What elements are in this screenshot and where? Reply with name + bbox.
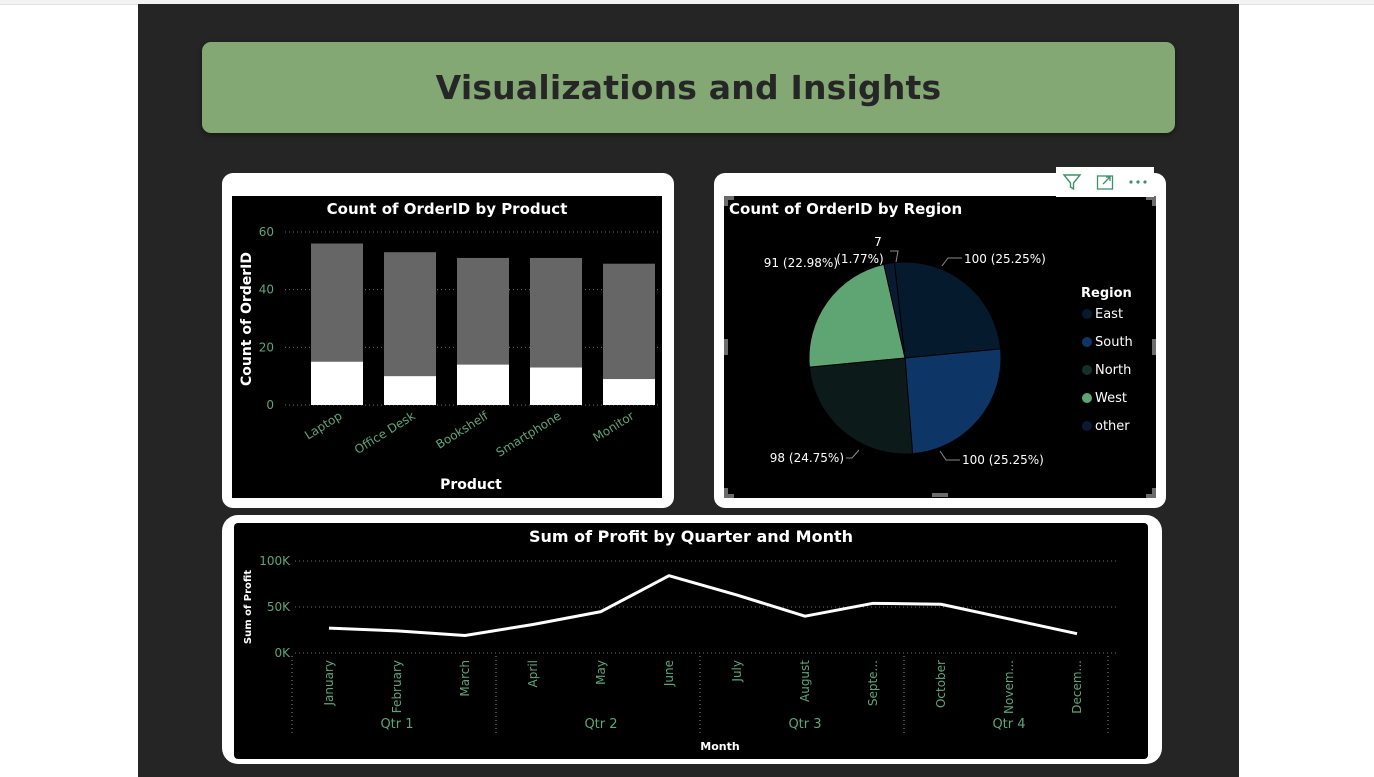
line-x-tick-label: July: [730, 660, 744, 683]
line-chart: Sum of Profit by Quarter and Month 0K 50K 1…: [234, 523, 1148, 759]
pie-label-south: 100 (25.25%): [962, 453, 1044, 467]
pie-legend-marker: [1082, 337, 1092, 347]
resize-handle: [724, 339, 728, 355]
bar-x-tick-label: Monitor: [590, 409, 636, 445]
pie-chart-title: Count of OrderID by Region: [729, 200, 962, 218]
line-y-tick-label: 100K: [259, 554, 291, 568]
line-x-tick-label: January: [322, 660, 336, 707]
line-x-tick-label: October: [934, 660, 948, 708]
resize-handle: [1152, 339, 1156, 355]
line-x-tick-label: June: [662, 660, 676, 687]
line-x-tick-label: Novem...: [1002, 660, 1016, 714]
bar-x-tick-label: Bookshelf: [433, 408, 491, 451]
pie-legend-label: South: [1095, 335, 1133, 350]
focus-mode-icon[interactable]: [1089, 167, 1122, 197]
line-x-tick-label: Septe...: [866, 660, 880, 706]
bar-chart-title: Count of OrderID by Product: [327, 200, 568, 218]
pie-slice-north: [809, 358, 912, 454]
resize-handle: [726, 488, 734, 496]
line-chart-title: Sum of Profit by Quarter and Month: [529, 527, 853, 546]
quarter-label: Qtr 2: [584, 717, 617, 732]
line-x-tick-label: August: [798, 660, 812, 702]
pie-leader-line: [940, 451, 960, 460]
bar-y-tick-label: 20: [259, 340, 274, 354]
line-y-tick-label: 50K: [267, 600, 291, 614]
bar-x-tick-label: Laptop: [302, 409, 344, 443]
pie-legend-label: East: [1095, 307, 1123, 322]
pie-legend-title: Region: [1081, 286, 1132, 301]
bar-y-tick-label: 0: [266, 398, 274, 412]
bar-segment: [457, 365, 509, 405]
pie-leader-line: [890, 251, 898, 262]
bar-y-axis-label: Count of OrderID: [239, 252, 255, 386]
line-x-tick-label: May: [594, 660, 608, 685]
line-x-tick-label: February: [390, 660, 404, 713]
pie-legend-label: North: [1095, 363, 1131, 378]
line-y-tick-label: 0K: [274, 646, 291, 660]
more-options-icon[interactable]: [1121, 167, 1154, 197]
quarter-label: Qtr 3: [788, 717, 821, 732]
line-x-axis-label: Month: [700, 740, 739, 753]
line-x-tick-label: March: [458, 660, 472, 697]
bar-segment: [530, 368, 582, 405]
line-x-tick-label: Decem...: [1070, 660, 1084, 714]
title-banner: Visualizations and Insights: [202, 42, 1175, 133]
resize-handle: [932, 493, 948, 497]
filter-icon[interactable]: [1056, 167, 1089, 197]
pie-slice-east: [894, 262, 1000, 358]
pie-legend-label: other: [1095, 419, 1130, 434]
pie-slice-south: [905, 349, 1001, 454]
bar-y-tick-label: 60: [259, 225, 274, 239]
resize-handle: [1146, 488, 1154, 496]
profit-line: [329, 576, 1077, 636]
pie-chart: Count of OrderID by Region 100 (25.25%) 10…: [724, 196, 1156, 498]
bar-x-tick-label: Smartphone: [494, 409, 564, 460]
bar-segment: [603, 379, 655, 405]
line-x-tick-label: April: [526, 660, 540, 687]
pie-label-west: 91 (22.98%): [764, 256, 838, 270]
pie-label-north: 98 (24.75%): [770, 451, 844, 465]
quarter-label: Qtr 4: [992, 717, 1025, 732]
visual-toolbar: [1056, 167, 1154, 197]
pie-label-other-pct: (1.77%): [836, 252, 883, 266]
pie-legend-marker: [1082, 393, 1092, 403]
bar-x-axis-label: Product: [440, 477, 502, 493]
pie-legend-marker: [1082, 421, 1092, 431]
pie-leader-line: [942, 258, 962, 266]
pie-label-other-value: 7: [874, 235, 882, 249]
pie-leader-line: [846, 450, 859, 458]
quarter-label: Qtr 1: [380, 717, 413, 732]
line-y-axis-label: Sum of Profit: [243, 570, 254, 644]
bar-segment: [384, 376, 436, 405]
bar-y-tick-label: 40: [259, 283, 274, 297]
pie-legend-marker: [1082, 309, 1092, 319]
bar-x-tick-label: Office Desk: [352, 409, 418, 457]
resize-handle: [1146, 198, 1154, 206]
bar-chart: Count of OrderID by Product 0 20 40 60 Laptop…: [232, 196, 662, 498]
pie-label-east: 100 (25.25%): [964, 252, 1046, 266]
pie-legend-marker: [1082, 365, 1092, 375]
bar-segment: [311, 362, 363, 405]
page-title: Visualizations and Insights: [436, 68, 942, 107]
pie-legend-label: West: [1095, 391, 1127, 406]
